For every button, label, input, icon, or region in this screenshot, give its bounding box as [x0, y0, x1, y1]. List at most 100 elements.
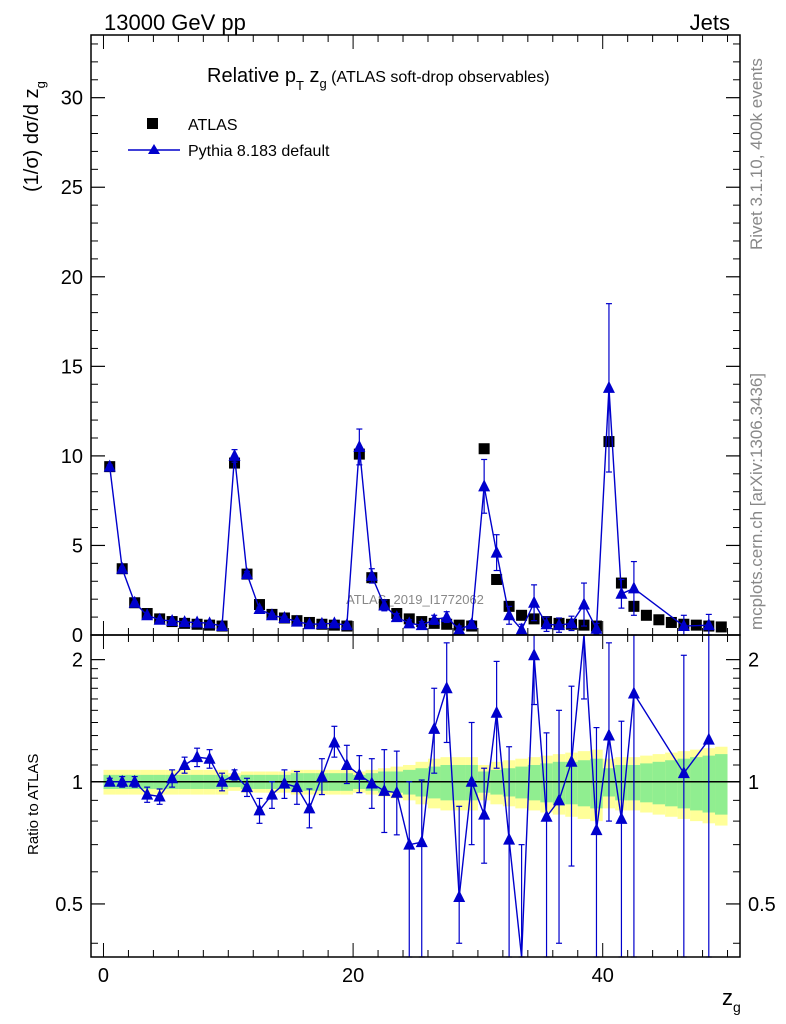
data-point [516, 609, 528, 621]
ratio-frame [90, 634, 741, 958]
y-axis-label-sub: g [33, 81, 48, 88]
band-inner-bin [440, 764, 453, 801]
ratio-mc-point [353, 767, 366, 780]
mc-point [128, 595, 141, 608]
x-tick-label: 20 [342, 965, 364, 987]
ratio-mc-point [166, 771, 179, 784]
ratio-mc-point [365, 776, 378, 789]
band-inner-bin [652, 761, 666, 805]
ratio-mc-point [203, 751, 216, 764]
ratio-mc-point [627, 686, 640, 699]
ratio-mc-point [340, 757, 353, 770]
y-tick-label: 0 [72, 625, 83, 647]
mc-point [153, 612, 166, 625]
mc-point [528, 595, 541, 608]
mc-point [515, 622, 528, 635]
mc-point [453, 622, 466, 635]
ratio-mc-point [490, 705, 503, 718]
ratio-mc-point [141, 787, 154, 800]
mc-point [702, 618, 715, 631]
ratio-mc-point [153, 789, 166, 802]
ratio-uncertainty-band [91, 746, 740, 826]
mc-point [253, 602, 266, 615]
header-right: Jets [690, 10, 730, 35]
mc-point [328, 616, 341, 629]
title-sub-g: g [319, 76, 326, 91]
ratio-mc-point [503, 832, 516, 845]
ratio-mc-point [440, 681, 453, 694]
mc-point [540, 617, 553, 630]
ratio-mc-point [216, 774, 229, 787]
mc-point [241, 567, 254, 580]
x-tick-label: 0 [98, 965, 109, 987]
mc-point [365, 568, 378, 581]
mc-point [290, 614, 303, 627]
ratio-mc-point [253, 803, 266, 816]
ratio-mc-point [278, 776, 291, 789]
header-left: 13000 GeV pp [104, 10, 246, 35]
mc-point [228, 448, 241, 461]
ratio-tick-label-right: 2 [748, 650, 759, 672]
ratio-mc-point [103, 774, 116, 787]
ratio-tick-label-left: 0.5 [55, 894, 83, 916]
band-inner-bin [527, 764, 541, 801]
main-plot-series [103, 303, 727, 636]
ratio-mc-point [590, 823, 603, 836]
legend-data-marker [147, 118, 158, 129]
mc-point [378, 598, 391, 611]
ratio-mc-point [241, 780, 254, 793]
ratio-plot-series [103, 634, 715, 958]
ratio-mc-point [553, 793, 566, 806]
mc-point [602, 380, 615, 393]
ratio-mc-point [465, 774, 478, 787]
legend-data-label: ATLAS [188, 117, 238, 134]
data-point [441, 618, 453, 630]
mc-point [216, 619, 229, 632]
mc-point [103, 459, 116, 472]
y-axis-label: (1/σ) dσ/d zg [21, 81, 48, 192]
data-point [478, 443, 490, 455]
data-point [665, 616, 677, 628]
title-sub-t: T [296, 78, 304, 93]
mc-point [116, 561, 129, 574]
mc-point [390, 610, 403, 623]
ratio-mc-point [403, 837, 416, 850]
legend: ATLAS Pythia 8.183 default [128, 117, 330, 160]
mc-point [303, 617, 316, 630]
mc-point [490, 545, 503, 558]
ratio-mc-point [453, 890, 466, 903]
ratio-mc-point [265, 787, 278, 800]
ratio-mc-point [615, 811, 628, 824]
mc-point [553, 618, 566, 631]
y-tick-label: 25 [61, 177, 83, 199]
x-axis-label-main: z [722, 985, 733, 1010]
ratio-mc-point [315, 769, 328, 782]
band-inner-bin [452, 764, 466, 801]
x-axis-label-sub: g [733, 999, 741, 1015]
y-tick-label: 15 [61, 356, 83, 378]
mcplots-info: mcplots.cern.ch [arXiv:1306.3436] [747, 373, 766, 630]
band-inner-bin [640, 763, 653, 803]
title-main: Relative p [207, 65, 296, 87]
mc-point [178, 615, 191, 628]
mc-point [191, 615, 204, 628]
ratio-mc-point [390, 785, 403, 798]
data-point [715, 621, 727, 633]
mc-point [415, 618, 428, 631]
title-paren: (ATLAS soft-drop observables) [327, 69, 550, 86]
legend-mc-label: Pythia 8.183 default [188, 143, 330, 160]
band-inner-bin [690, 757, 703, 811]
rivet-info: Rivet 3.1.10, 400k events [747, 58, 766, 250]
y-tick-label: 5 [72, 535, 83, 557]
mc-point [590, 621, 603, 634]
mc-point [265, 608, 278, 621]
ratio-mc-point [290, 780, 303, 793]
ratio-tick-label-left: 1 [72, 772, 83, 794]
ratio-mc-point [528, 648, 541, 661]
mc-point [503, 608, 516, 621]
mc-point [203, 616, 216, 629]
ratio-y-axis-label: Ratio to ATLAS [25, 754, 42, 855]
x-tick-label: 40 [592, 965, 614, 987]
mc-point [440, 610, 453, 623]
